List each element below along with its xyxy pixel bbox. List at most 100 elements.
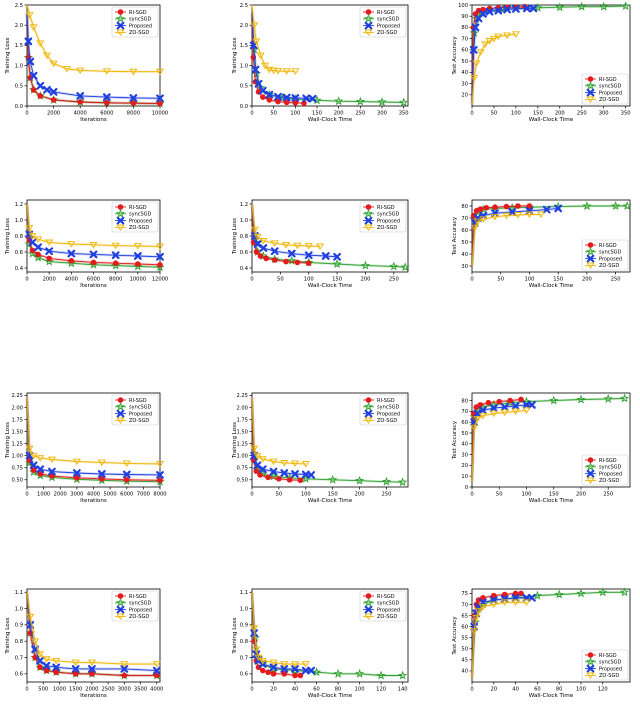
data-point bbox=[30, 467, 37, 473]
series-proposed bbox=[249, 13, 317, 103]
data-point bbox=[511, 599, 520, 606]
legend-label: RI-SGD bbox=[599, 243, 617, 249]
data-point bbox=[474, 608, 483, 615]
y-axis-label: Training Loss bbox=[5, 422, 11, 459]
y-tick-label: 80 bbox=[461, 204, 468, 210]
data-point bbox=[500, 599, 509, 606]
data-point bbox=[503, 5, 512, 14]
data-point bbox=[515, 203, 521, 209]
data-point bbox=[280, 460, 289, 467]
data-point bbox=[269, 663, 278, 672]
data-point bbox=[111, 242, 120, 250]
data-point bbox=[29, 452, 38, 460]
data-point bbox=[37, 93, 44, 99]
data-point bbox=[253, 452, 262, 460]
x-tick-label: 100 bbox=[301, 492, 311, 498]
x-tick-label: 4000 bbox=[87, 492, 100, 498]
legend-marker bbox=[586, 96, 595, 104]
data-point bbox=[260, 62, 270, 70]
y-tick-label: 100 bbox=[458, 3, 468, 9]
data-point bbox=[526, 203, 533, 209]
data-point bbox=[501, 591, 508, 598]
data-point bbox=[489, 35, 498, 43]
data-point bbox=[53, 669, 59, 676]
data-point bbox=[67, 249, 76, 258]
data-point bbox=[471, 23, 480, 32]
data-point bbox=[518, 590, 524, 597]
x-axis-label: Wall-Clock Time bbox=[308, 283, 353, 289]
legend-marker bbox=[364, 216, 373, 225]
x-tick-label: 2500 bbox=[101, 687, 114, 693]
data-point bbox=[280, 665, 289, 673]
x-tick-label: 120 bbox=[376, 687, 386, 693]
data-point bbox=[291, 470, 299, 478]
x-tick-label: 0 bbox=[250, 111, 253, 117]
series-zo-sgd bbox=[25, 592, 161, 668]
y-tick-label: 1.75 bbox=[11, 417, 23, 423]
data-point bbox=[500, 595, 509, 603]
data-point bbox=[30, 87, 37, 93]
data-point bbox=[470, 424, 479, 432]
series-zo-sgd bbox=[250, 397, 310, 468]
data-point bbox=[256, 52, 265, 60]
x-tick-label: 0 bbox=[470, 111, 473, 117]
legend-label: ZO-SGD bbox=[599, 263, 619, 269]
data-point bbox=[480, 6, 486, 13]
legend-marker bbox=[115, 597, 126, 607]
legend-label: syncSGD bbox=[599, 660, 622, 666]
y-tick-label: 0.75 bbox=[11, 466, 23, 472]
subplot-3: 0 50 100 150 200 250 300 350 20 30 40 50 60 70 80 90 100… bbox=[452, 1, 631, 123]
data-point bbox=[250, 629, 259, 637]
data-point bbox=[549, 395, 559, 405]
y-tick-label: 0.75 bbox=[236, 466, 248, 472]
data-point bbox=[24, 37, 33, 46]
data-point bbox=[129, 68, 138, 76]
data-point bbox=[35, 651, 44, 658]
series-proposed bbox=[25, 397, 164, 479]
y-tick-label: 30 bbox=[461, 81, 468, 87]
data-point bbox=[507, 397, 513, 404]
data-point bbox=[333, 96, 344, 106]
data-point bbox=[253, 249, 260, 255]
series-line bbox=[26, 397, 161, 465]
data-point bbox=[622, 201, 632, 210]
x-tick-label: 0 bbox=[250, 687, 253, 693]
data-point bbox=[479, 10, 487, 18]
data-point bbox=[263, 255, 269, 262]
data-point bbox=[473, 409, 482, 418]
y-tick-label: 2.0 bbox=[15, 23, 23, 29]
data-point bbox=[525, 211, 534, 219]
legend-label: Proposed bbox=[377, 411, 400, 417]
y-tick-label: 30 bbox=[461, 452, 468, 458]
data-point bbox=[619, 393, 630, 403]
data-point bbox=[603, 394, 613, 404]
data-point bbox=[77, 99, 83, 105]
data-point bbox=[297, 672, 304, 679]
data-point bbox=[250, 625, 259, 632]
data-point bbox=[598, 1, 609, 11]
x-tick-label: 4000 bbox=[74, 111, 87, 117]
data-point bbox=[500, 409, 509, 417]
data-point bbox=[250, 451, 259, 460]
x-tick-label: 350 bbox=[399, 111, 409, 117]
data-point bbox=[292, 99, 299, 106]
data-point bbox=[494, 33, 503, 41]
subplot-12: 0 20 40 60 80 100 120 40 45 50 55 60 65 70 75 Wall-Cloc… bbox=[452, 587, 631, 699]
legend-label: ZO-SGD bbox=[129, 418, 149, 424]
data-point bbox=[472, 60, 481, 68]
x-tick-label: 0 bbox=[470, 277, 473, 283]
y-tick-label: 30 bbox=[461, 264, 468, 270]
data-point bbox=[47, 456, 56, 464]
data-point bbox=[522, 599, 531, 606]
y-tick-label: 50 bbox=[461, 647, 468, 653]
data-point bbox=[469, 28, 479, 38]
legend-label: RI-SGD bbox=[599, 458, 617, 464]
x-tick-label: 8000 bbox=[109, 277, 122, 283]
data-point bbox=[265, 90, 274, 99]
x-tick-label: 100 bbox=[355, 687, 365, 693]
x-tick-label: 4000 bbox=[150, 687, 163, 693]
data-point bbox=[42, 52, 51, 60]
data-point bbox=[157, 262, 163, 268]
